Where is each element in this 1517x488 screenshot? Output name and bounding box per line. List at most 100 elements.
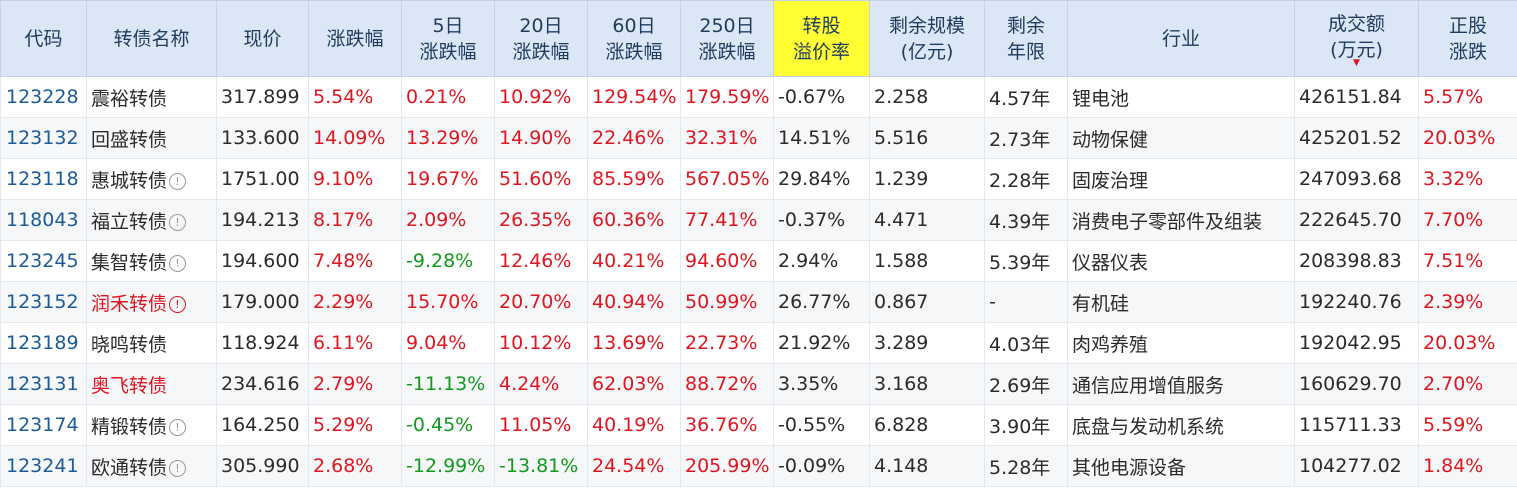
col-header-scale[interactable]: 剩余规模 (亿元) (869, 0, 985, 77)
industry-cell: 动物保健 (1067, 117, 1295, 159)
change-cell: 7.48% (308, 240, 402, 282)
change-cell: 14.09% (308, 117, 402, 159)
amount-text: 115711.33 (1299, 414, 1402, 436)
industry-cell: 底盘与发动机系统 (1067, 404, 1295, 446)
code-cell[interactable]: 123152 (0, 281, 87, 323)
code-cell[interactable]: 123174 (0, 404, 87, 446)
col-header-code[interactable]: 代码 (0, 0, 87, 77)
table-row[interactable]: 123152 润禾转债! 179.000 2.29% 15.70% 20.70% 40.94… (0, 281, 1517, 323)
change-5d-cell: -11.13% (401, 363, 495, 405)
price-cell: 305.990 (216, 445, 309, 487)
table-row[interactable]: 123245 集智转债! 194.600 7.48% -9.28% 12.46% 40.21… (0, 240, 1517, 282)
change-20d-cell: 4.24% (494, 363, 588, 405)
change-20d-cell: 12.46% (494, 240, 588, 282)
name-cell[interactable]: 震裕转债 (86, 76, 217, 118)
scale-text: 3.168 (874, 373, 929, 395)
col-header-change-60d[interactable]: 60日 涨跌幅 (587, 0, 681, 77)
name-cell[interactable]: 晓鸣转债 (86, 322, 217, 364)
code-cell[interactable]: 123245 (0, 240, 87, 282)
code-cell[interactable]: 123118 (0, 158, 87, 200)
price-cell: 234.616 (216, 363, 309, 405)
col-header-industry[interactable]: 行业 (1067, 0, 1295, 77)
change-250d-text: 22.73% (685, 332, 758, 354)
code-cell[interactable]: 123228 (0, 76, 87, 118)
change-20d-text: 10.92% (499, 86, 572, 108)
name-cell[interactable]: 欧通转债! (86, 445, 217, 487)
price-text: 133.600 (221, 127, 300, 149)
change-250d-text: 94.60% (685, 250, 758, 272)
name-cell[interactable]: 精锻转债! (86, 404, 217, 446)
change-250d-text: 205.99% (685, 455, 770, 477)
change-250d-text: 567.05% (685, 168, 770, 190)
table-row[interactable]: 123174 精锻转债! 164.250 5.29% -0.45% 11.05% 40.19… (0, 404, 1517, 446)
change-cell: 8.17% (308, 199, 402, 241)
table-row[interactable]: 123132 回盛转债 133.600 14.09% 13.29% 14.90% 22.46… (0, 117, 1517, 159)
col-header-change-5d[interactable]: 5日 涨跌幅 (401, 0, 495, 77)
name-cell[interactable]: 奥飞转债 (86, 363, 217, 405)
code-cell[interactable]: 123131 (0, 363, 87, 405)
scale-cell: 5.516 (869, 117, 985, 159)
col-header-change[interactable]: 涨跌幅 (308, 0, 402, 77)
change-60d-cell: 22.46% (587, 117, 681, 159)
info-icon[interactable]: ! (169, 172, 187, 190)
scale-cell: 4.471 (869, 199, 985, 241)
change-20d-cell: 10.92% (494, 76, 588, 118)
col-header-stock-change[interactable]: 正股 涨跌 (1418, 0, 1517, 77)
sort-desc-icon[interactable]: ▼ (1353, 57, 1360, 68)
col-header-change-20d[interactable]: 20日 涨跌幅 (494, 0, 588, 77)
table-row[interactable]: 123131 奥飞转债 234.616 2.79% -11.13% 4.24% 62.03%… (0, 363, 1517, 405)
info-icon[interactable]: ! (169, 418, 187, 436)
col-header-name[interactable]: 转债名称 (86, 0, 217, 77)
change-250d-cell: 567.05% (680, 158, 774, 200)
change-5d-text: -11.13% (406, 373, 486, 395)
premium-cell: -0.55% (773, 404, 870, 446)
name-cell[interactable]: 福立转债! (86, 199, 217, 241)
code-cell[interactable]: 123189 (0, 322, 87, 364)
change-250d-cell: 205.99% (680, 445, 774, 487)
premium-text: 2.94% (778, 250, 839, 272)
name-cell[interactable]: 集智转债! (86, 240, 217, 282)
years-cell: 5.28年 (984, 445, 1068, 487)
col-header-premium[interactable]: 转股 溢价率 (773, 0, 870, 77)
table-row[interactable]: 123118 惠城转债! 1751.00 9.10% 19.67% 51.60% 85.59… (0, 158, 1517, 200)
price-text: 317.899 (221, 86, 300, 108)
change-5d-text: 0.21% (406, 86, 467, 108)
change-text: 14.09% (313, 127, 386, 149)
table-row[interactable]: 123189 晓鸣转债 118.924 6.11% 9.04% 10.12% 13.69% 2… (0, 322, 1517, 364)
change-60d-cell: 24.54% (587, 445, 681, 487)
stock-change-text: 3.32% (1423, 168, 1484, 190)
info-icon[interactable]: ! (169, 254, 187, 272)
years-cell: - (984, 281, 1068, 323)
change-250d-text: 88.72% (685, 373, 758, 395)
change-60d-cell: 40.94% (587, 281, 681, 323)
price-text: 1751.00 (221, 168, 300, 190)
info-icon[interactable]: ! (169, 295, 187, 313)
stock-change-text: 5.57% (1423, 86, 1484, 108)
name-cell[interactable]: 惠城转债! (86, 158, 217, 200)
code-cell[interactable]: 123132 (0, 117, 87, 159)
col-header-amount[interactable]: 成交额 (万元) ▼ (1294, 0, 1419, 77)
years-cell: 3.90年 (984, 404, 1068, 446)
change-5d-text: 19.67% (406, 168, 479, 190)
industry-cell: 有机硅 (1067, 281, 1295, 323)
col-header-change-250d[interactable]: 250日 涨跌幅 (680, 0, 774, 77)
price-text: 164.250 (221, 414, 300, 436)
table-row[interactable]: 118043 福立转债! 194.213 8.17% 2.09% 26.35% 60.36%… (0, 199, 1517, 241)
code-cell[interactable]: 123241 (0, 445, 87, 487)
change-60d-text: 13.69% (592, 332, 665, 354)
info-icon[interactable]: ! (169, 459, 187, 477)
name-cell[interactable]: 回盛转债 (86, 117, 217, 159)
code-cell[interactable]: 118043 (0, 199, 87, 241)
col-header-years[interactable]: 剩余 年限 (984, 0, 1068, 77)
change-cell: 5.54% (308, 76, 402, 118)
amount-text: 208398.83 (1299, 250, 1402, 272)
table-row[interactable]: 123228 震裕转债 317.899 5.54% 0.21% 10.92% 129.54%… (0, 76, 1517, 118)
col-header-price[interactable]: 现价 (216, 0, 309, 77)
table-row[interactable]: 123241 欧通转债! 305.990 2.68% -12.99% -13.81% 24.… (0, 445, 1517, 487)
info-icon[interactable]: ! (169, 213, 187, 231)
change-cell: 2.68% (308, 445, 402, 487)
change-5d-text: -0.45% (406, 414, 474, 436)
price-cell: 317.899 (216, 76, 309, 118)
stock-change-cell: 20.03% (1418, 322, 1517, 364)
name-cell[interactable]: 润禾转债! (86, 281, 217, 323)
